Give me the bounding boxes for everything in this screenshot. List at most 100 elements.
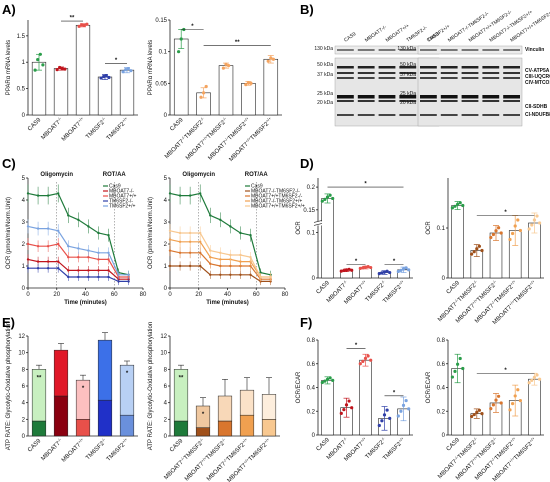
injection-label: Oligomycin (182, 172, 215, 178)
data-point (369, 358, 373, 362)
data-point (347, 399, 351, 403)
data-point (209, 273, 212, 276)
data-point (36, 57, 40, 62)
bar-segment-glycolytic (53, 395, 69, 437)
data-point (369, 265, 373, 270)
data-point (530, 378, 534, 382)
blot-band (399, 100, 417, 102)
category-label: TM6SF2-/-​ (84, 436, 109, 461)
blot-band (378, 49, 396, 51)
data-point (458, 356, 462, 361)
panel-label-e: E) (2, 315, 15, 330)
data-point (344, 268, 349, 272)
bar (173, 38, 189, 116)
x-axis-label: Time (minutes) (64, 300, 107, 306)
y-tick-label: 1 (164, 264, 168, 270)
blot-band (461, 77, 479, 79)
blot-band (461, 95, 479, 99)
bar (359, 359, 372, 436)
data-point (266, 59, 270, 63)
blot-band (440, 95, 458, 99)
chart-f1: 00.20.40.60.8OCR/ECARCAS9MBOAT7-/-​MBOAT… (296, 338, 413, 463)
data-point (382, 413, 387, 417)
blot-band (357, 100, 375, 102)
data-point (204, 84, 208, 89)
protein-label: CIV-MTCO1 (525, 80, 550, 86)
data-point (497, 226, 501, 230)
data-point (323, 379, 327, 383)
data-point (239, 273, 242, 276)
significance-label: * (355, 343, 358, 349)
data-point (404, 398, 408, 403)
y-tick-label: 5 (164, 176, 168, 182)
y-tick-label: 0.1 (307, 231, 316, 237)
data-point (221, 66, 225, 70)
data-point (87, 269, 90, 272)
data-point (126, 66, 130, 71)
injection-label: ROT/AA (245, 172, 269, 178)
bar-segment-oxidative (217, 395, 233, 422)
data-point (33, 68, 37, 72)
y-axis-label: OCR (296, 221, 302, 235)
significance-label: ** (179, 375, 184, 381)
data-point (385, 408, 389, 412)
y-axis-label: OCR (pmol/min/Norm.Unit) (148, 197, 154, 269)
data-point (538, 221, 542, 225)
data-point (363, 265, 368, 269)
data-point (366, 264, 370, 269)
axis-break (314, 221, 322, 226)
data-point (453, 204, 457, 208)
data-point (508, 408, 512, 412)
data-point (518, 398, 523, 403)
x-tick-label: 60 (253, 292, 260, 298)
y-tick-label: 10 (18, 351, 25, 357)
data-point (339, 269, 343, 273)
data-point (26, 258, 30, 261)
data-point (46, 194, 50, 197)
data-point (168, 229, 172, 232)
blot-band (482, 77, 500, 79)
data-point (97, 275, 100, 279)
data-point (259, 271, 262, 274)
blot-band (503, 77, 520, 79)
blot-band (399, 77, 417, 79)
data-point (198, 264, 202, 268)
data-point (63, 67, 67, 71)
data-point (224, 62, 228, 66)
protein-label: CV-ATP5A (525, 68, 550, 74)
y-axis-label: ATP RATE: Glycolytic-Oxidative phosphory… (148, 322, 154, 450)
panel-label-c: C) (2, 156, 16, 171)
chart-c1: 0 1 2 3 4 5 OCR (pmol/min/Norm.Unit) 0 20 40 60 80 T… (6, 172, 147, 306)
data-point (46, 245, 50, 248)
data-point (46, 227, 50, 230)
blot-band (420, 95, 437, 99)
blot-band (503, 114, 520, 116)
blot-band (482, 95, 500, 99)
category-label: CAS9 (316, 437, 332, 453)
data-point (475, 410, 479, 414)
data-point (325, 195, 330, 199)
data-point (198, 251, 202, 254)
data-point (56, 267, 60, 270)
data-point (219, 258, 222, 261)
data-point (219, 264, 222, 268)
data-point (518, 228, 523, 233)
legend-label: Cas9 (251, 184, 263, 190)
y-tick-label: 4 (22, 401, 26, 407)
data-point (36, 260, 40, 263)
x-tick-label: 20 (53, 292, 60, 298)
data-point (209, 262, 212, 265)
data-point (249, 256, 252, 259)
x-tick-label: 80 (140, 292, 147, 298)
blot-band (503, 49, 520, 51)
y-tick-label: 0 (164, 286, 168, 292)
data-point (77, 247, 80, 250)
data-point (129, 69, 133, 73)
data-point (67, 275, 70, 279)
data-point (489, 235, 493, 240)
blot-band (482, 49, 500, 51)
data-point (188, 194, 192, 197)
data-point (85, 22, 89, 26)
y-tick-label: 1.5 (17, 34, 26, 40)
data-point (107, 269, 110, 272)
